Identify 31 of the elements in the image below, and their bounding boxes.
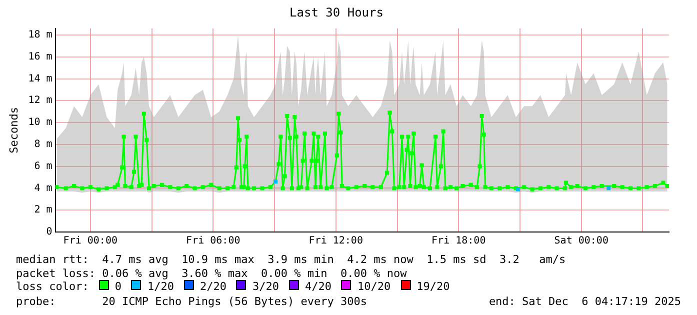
y-tick-label: 6 m: [34, 160, 52, 172]
legend-title: loss color:: [16, 280, 89, 294]
legend-label: 4/20: [304, 280, 332, 293]
x-tick-label: Fri 00:00: [63, 236, 118, 247]
y-tick-label: 0: [46, 226, 52, 238]
x-tick-label: Sat 00:00: [554, 236, 608, 247]
legend-label: 2/20: [200, 280, 226, 293]
text: probe: 20 ICMP Echo Pings (56 Bytes) every 300s: [16, 295, 367, 309]
x-tick-label: Fri 06:00: [186, 236, 240, 247]
x-tick-label: Fri 18:00: [432, 236, 486, 247]
y-tick-label: 14 m: [28, 73, 52, 84]
point: [516, 187, 520, 192]
chart-title: Last 30 Hours: [290, 5, 384, 20]
point: [606, 186, 611, 190]
y-tick-label: 4 m: [34, 182, 52, 194]
y-axis-title: Seconds: [7, 107, 20, 154]
legend-label: 1/20: [147, 280, 174, 293]
text: median rtt: 4.7 ms avg 10.9 ms max 3.9 ms min 4.2 ms now 1.5 ms sd 3.2 am/s: [16, 253, 566, 267]
x-tick-label: Fri 12:00: [308, 236, 363, 247]
text: end: Sat Dec 6 04:17:19 2025: [488, 295, 681, 309]
legend-label: 19/20: [416, 280, 450, 293]
y-tick-label: 16 m: [28, 51, 52, 62]
y-tick-label: 12 m: [28, 95, 52, 106]
y-tick-label: 10 m: [28, 117, 52, 128]
y-tick-label: 8 m: [34, 139, 52, 150]
text: packet loss: 0.06 % avg 3.60 % max 0.00 % min 0.00 % now: [16, 267, 407, 281]
legend-label: 3/20: [252, 280, 279, 293]
y-tick-label: 2 m: [34, 204, 52, 216]
y-tick-label: 18 m: [28, 30, 52, 41]
legend-label: 10/20: [357, 280, 391, 293]
legend-label: 0: [114, 280, 122, 293]
